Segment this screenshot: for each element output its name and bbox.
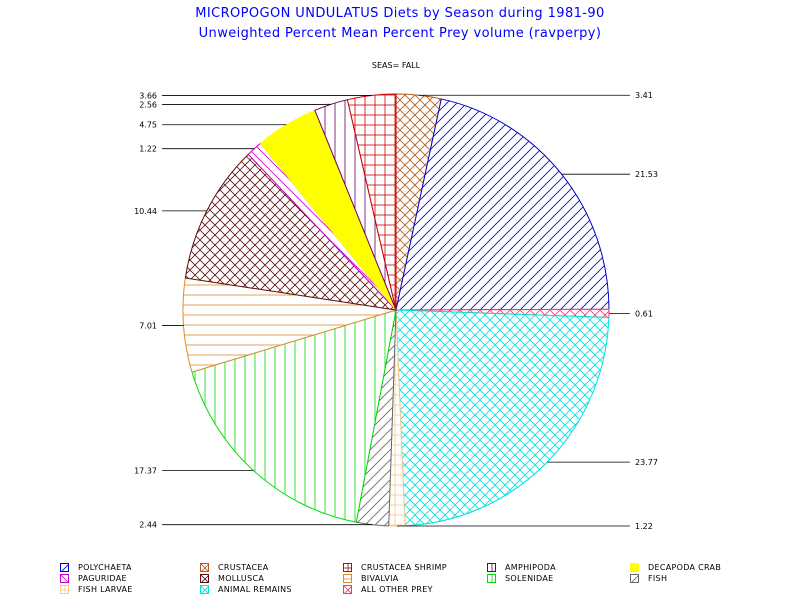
- legend-label: CRUSTACEA SHRIMP: [361, 563, 447, 572]
- legend-item-mollusca: MOLLUSCA: [200, 573, 264, 584]
- slice-value-label-bivalvia: 7.01: [139, 321, 157, 330]
- legend-item-bivalvia: BIVALVIA: [343, 573, 399, 584]
- legend-swatch: [343, 574, 352, 583]
- slice-value-label-fish: 2.44: [139, 521, 157, 530]
- slice-value-label-amphipoda: 2.56: [139, 100, 157, 109]
- legend-item-crustacea: CRUSTACEA: [200, 562, 269, 573]
- legend-swatch: [630, 563, 639, 572]
- slice-value-label-mollusca: 10.44: [134, 207, 157, 216]
- pie-chart: SEAS= FALL 3.41 21.53 0.61 23.77 1.22 3.662.5…: [134, 61, 658, 531]
- legend-label: CRUSTACEA: [218, 563, 269, 572]
- legend-item-decapoda-crab: DECAPODA CRAB: [630, 562, 721, 573]
- slice-leader-lines: 3.41 21.53 0.61 23.77 1.22 3.662.56 4.75 1.22 10…: [134, 91, 658, 531]
- legend-swatch: [487, 563, 496, 572]
- legend-item-amphipoda: AMPHIPODA: [487, 562, 556, 573]
- slice-value-label-polychaeta: 21.53: [635, 170, 658, 179]
- legend-swatch: [60, 563, 69, 572]
- legend-swatch: [60, 585, 69, 594]
- legend-item-all-other-prey: ALL OTHER PREY: [343, 584, 433, 595]
- slice-value-label-solenidae: 17.37: [134, 466, 157, 475]
- legend-swatch: [200, 574, 209, 583]
- legend-swatch: [200, 563, 209, 572]
- legend-label: SOLENIDAE: [505, 574, 554, 583]
- legend-swatch: [60, 574, 69, 583]
- chart-title: MICROPOGON UNDULATUS Diets by Season dur…: [195, 6, 605, 21]
- legend-swatch: [630, 574, 639, 583]
- legend-label: DECAPODA CRAB: [648, 563, 722, 572]
- season-label: SEAS= FALL: [372, 61, 421, 70]
- legend-label: BIVALVIA: [361, 574, 399, 583]
- slice-value-label-fish-larvae: 1.22: [635, 522, 653, 531]
- pie-slice-mollusca: [184, 153, 398, 311]
- chart-subtitle: Unweighted Percent Mean Percent Prey vol…: [198, 26, 602, 41]
- legend-label: FISH LARVAE: [78, 585, 133, 594]
- legend-label: ALL OTHER PREY: [361, 585, 433, 594]
- legend-item-paguridae: PAGURIDAE: [60, 573, 127, 584]
- slice-value-label-all-other-prey: 0.61: [635, 309, 653, 318]
- legend-label: PAGURIDAE: [78, 574, 127, 583]
- legend-label: MOLLUSCA: [218, 574, 265, 583]
- slice-value-label-decapoda-crab: 4.75: [139, 121, 157, 130]
- pie-slice-animal-remains: [395, 309, 610, 527]
- legend-label: FISH: [648, 574, 668, 583]
- slice-value-label-crustacea-shrimp: 3.66: [139, 91, 157, 100]
- legend-swatch: [200, 585, 209, 594]
- slice-value-label-paguridae: 1.22: [139, 145, 157, 154]
- slice-value-label-crustacea: 3.41: [635, 91, 653, 100]
- legend: POLYCHAETA CRUSTACEA CRUSTACEA SHRIMP AMPHI…: [0, 560, 800, 600]
- legend-swatch: [343, 585, 352, 594]
- legend-item-animal-remains: ANIMAL REMAINS: [200, 584, 292, 595]
- legend-item-crustacea-shrimp: CRUSTACEA SHRIMP: [343, 562, 447, 573]
- legend-item-solenidae: SOLENIDAE: [487, 573, 553, 584]
- legend-swatch: [487, 574, 496, 583]
- legend-item-fish: FISH: [630, 573, 667, 584]
- chart-title-block: MICROPOGON UNDULATUS Diets by Season dur…: [0, 4, 800, 44]
- pie-slices: [182, 93, 610, 527]
- legend-label: POLYCHAETA: [78, 563, 132, 572]
- legend-item-polychaeta: POLYCHAETA: [60, 562, 132, 573]
- legend-label: ANIMAL REMAINS: [218, 585, 292, 594]
- pie-slice-crustacea-shrimp: [346, 93, 397, 311]
- legend-swatch: [343, 563, 352, 572]
- legend-label: AMPHIPODA: [505, 563, 556, 572]
- slice-value-label-animal-remains: 23.77: [635, 458, 658, 467]
- legend-item-fish-larvae: FISH LARVAE: [60, 584, 133, 595]
